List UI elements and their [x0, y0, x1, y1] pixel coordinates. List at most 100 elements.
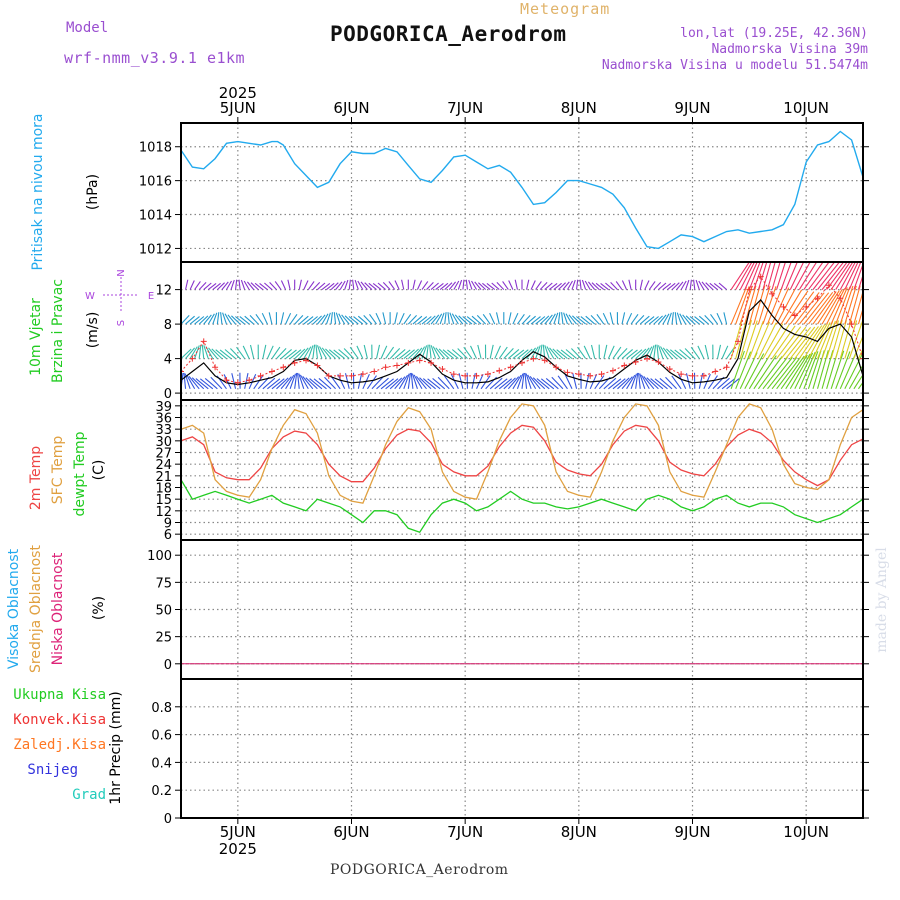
wind-arrow	[544, 314, 553, 325]
wind-arrow	[821, 262, 845, 290]
wind-arrow	[262, 344, 267, 359]
wind-arrow	[628, 279, 632, 290]
wind-arrow	[477, 344, 482, 359]
wind-arrow	[639, 373, 646, 389]
wind-arrow	[654, 378, 668, 390]
wind-arrow	[857, 306, 863, 325]
wind-arrow	[853, 373, 863, 390]
wind-arrow	[435, 282, 444, 291]
wind-arrow	[662, 347, 673, 359]
wind-arrow	[507, 312, 512, 325]
wind-arrow	[185, 279, 189, 290]
gust-marker	[246, 377, 253, 384]
wind-arrow	[372, 282, 382, 291]
wind-arrow	[584, 280, 591, 290]
wind-arrow	[369, 313, 377, 325]
wind-arrow	[380, 378, 394, 390]
wind-arrow	[600, 282, 609, 291]
wind-arrow	[333, 312, 337, 325]
wind-arrow	[388, 281, 396, 290]
wind-arrow	[705, 282, 714, 290]
wind-arrow	[521, 372, 525, 389]
wind-arrow	[238, 279, 241, 290]
wind-arrow	[744, 320, 758, 359]
wind-arrow	[744, 353, 765, 390]
wind-arrow	[371, 376, 384, 390]
wind-arrow	[735, 319, 747, 359]
wind-arrow	[376, 377, 389, 390]
y-tick-label-wind: 12	[155, 284, 172, 299]
wind-arrow	[224, 349, 236, 360]
wind-arrow	[524, 372, 528, 389]
y-tick-label-temperature: 12	[155, 505, 172, 520]
wind-arrow	[448, 281, 457, 290]
wind-arrow	[565, 313, 573, 325]
wind-arrow	[730, 286, 747, 325]
top-day-label: 8JUN	[561, 99, 597, 117]
wind-arrow	[410, 372, 414, 389]
meteogram-title: Meteogram	[520, 0, 611, 18]
wind-arrow	[432, 346, 441, 359]
wind-arrow	[412, 279, 416, 290]
wind-arrow	[199, 378, 214, 390]
wind-arrow	[312, 282, 321, 290]
wind-arrow	[776, 262, 787, 290]
wind-arrow	[337, 374, 346, 390]
wind-arrow	[364, 282, 373, 290]
wind-arrow	[236, 346, 246, 359]
wind-arrow	[224, 313, 232, 325]
wind-arrow	[312, 315, 322, 325]
wind-arrow	[525, 373, 532, 389]
wind-arrow	[780, 326, 807, 359]
wind-arrow	[862, 387, 863, 389]
wind-arrow	[498, 378, 513, 390]
wind-arrow	[231, 373, 237, 389]
wind-arrow	[721, 378, 735, 390]
wind-arrow	[407, 372, 411, 389]
gust-marker	[564, 369, 571, 376]
wind-arrow	[435, 347, 446, 359]
wind-arrow	[326, 282, 335, 291]
wind-arrow	[566, 280, 573, 290]
y-tick-label-cloud: 50	[155, 604, 172, 619]
wind-arrow	[465, 279, 468, 290]
wind-arrow	[325, 348, 336, 359]
gust-marker	[553, 364, 560, 371]
wind-arrow	[321, 347, 332, 359]
wind-arrow	[443, 375, 455, 390]
wind-arrow	[447, 349, 459, 360]
wind-arrow	[666, 348, 677, 359]
gust-marker	[837, 295, 844, 302]
wind-arrow	[437, 376, 450, 390]
wind-arrow	[181, 348, 192, 360]
wind-arrow	[530, 280, 536, 290]
wind-arrow	[385, 378, 399, 390]
pressure-line	[180, 130, 864, 250]
wind-arrow	[357, 372, 363, 389]
panel-frame-cloud	[180, 539, 864, 680]
wind-arrow	[503, 377, 516, 390]
y-tick-label-precipitation: 0.2	[151, 784, 172, 799]
gust-marker	[212, 364, 219, 371]
gust-marker	[337, 372, 344, 379]
gust-marker	[200, 338, 207, 345]
wind-arrow	[416, 346, 426, 359]
y-tick-label-precipitation: 0.6	[151, 729, 172, 744]
wind-arrow	[298, 279, 302, 290]
wind-arrow	[360, 281, 368, 290]
wind-arrow	[463, 346, 473, 359]
wind-arrow	[844, 262, 859, 290]
wind-arrow	[494, 345, 502, 359]
wind-arrow	[762, 323, 784, 359]
wind-arrow	[489, 344, 494, 359]
wind-arrow	[803, 292, 830, 325]
wind-arrow	[348, 316, 359, 325]
wind-arrow	[203, 314, 212, 325]
wind-arrow	[244, 372, 249, 389]
wind-arrow	[451, 313, 459, 325]
wind-arrow	[540, 378, 555, 390]
wind-arrow	[512, 349, 525, 360]
wind-arrow	[454, 314, 464, 325]
wind-arrow	[401, 279, 405, 290]
wind-arrow	[285, 374, 295, 390]
